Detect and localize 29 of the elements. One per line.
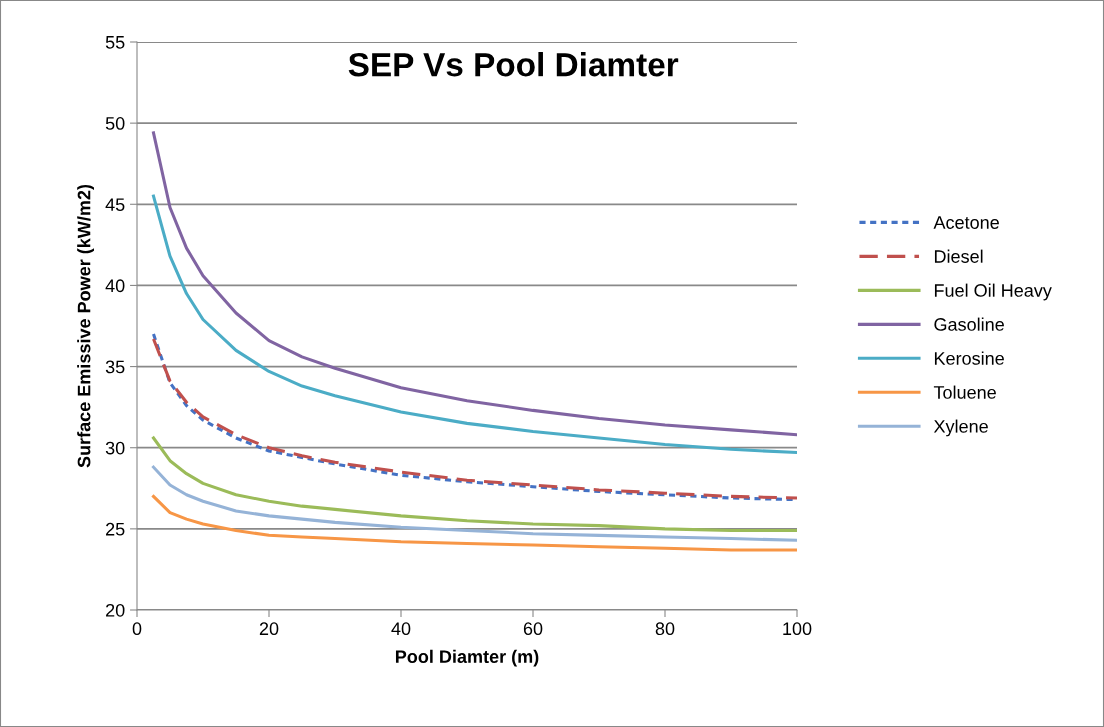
y-tick-label: 35 — [105, 360, 125, 374]
y-tick-label: 20 — [106, 603, 125, 617]
line-series — [151, 436, 797, 533]
x-tick-label: 40 — [391, 622, 411, 636]
line-series — [151, 194, 797, 455]
legend-label: Fuel Oil Heavy — [934, 283, 1052, 301]
x-tick-label: 60 — [523, 622, 543, 636]
legend-label: Diesel — [934, 249, 983, 263]
x-tick-label: 0 — [132, 622, 142, 636]
y-tick-label: 50 — [105, 117, 125, 130]
x-tick-label: 80 — [655, 622, 675, 636]
chart-title: SEP Vs Pool Diamter — [348, 52, 679, 77]
y-tick-label: 30 — [105, 441, 125, 455]
legend-label: Xylene — [933, 419, 988, 437]
x-tick-label: 100 — [783, 622, 812, 636]
x-axis-title: Pool Diamter (m) — [395, 649, 539, 667]
legend-label: Kerosine — [934, 351, 1004, 365]
y-tick-label: 40 — [105, 279, 125, 293]
line-series — [151, 465, 797, 542]
y-axis-title: Surface Emissive Power (kW/m2) — [77, 184, 94, 468]
line-series — [151, 131, 797, 437]
y-tick-label: 55 — [105, 36, 125, 49]
x-tick-label: 20 — [259, 622, 279, 636]
legend-label: Toluene — [933, 385, 996, 399]
legend-label: Gasoline — [934, 317, 1004, 331]
line-series — [151, 494, 797, 552]
legend-label: Acetone — [933, 216, 999, 229]
y-tick-label: 25 — [106, 522, 125, 536]
y-tick-label: 45 — [105, 198, 125, 212]
